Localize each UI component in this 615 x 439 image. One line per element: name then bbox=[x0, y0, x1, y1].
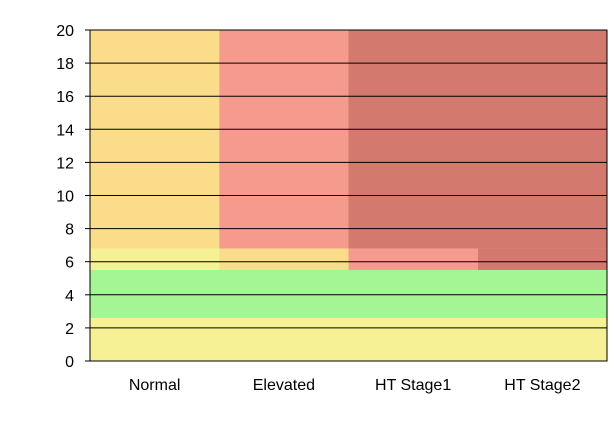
y-tick-label: 18 bbox=[56, 56, 74, 73]
x-tick-label: HT Stage2 bbox=[504, 377, 580, 394]
y-tick-label: 2 bbox=[65, 321, 74, 338]
y-axis-tick-labels: 0 2 4 6 8 10 12 14 16 18 20 bbox=[56, 23, 90, 371]
region-1 bbox=[90, 269, 607, 318]
x-axis-tick-labels: Normal Elevated HT Stage1 HT Stage2 bbox=[129, 377, 581, 394]
y-tick-label: 12 bbox=[56, 155, 74, 172]
x-tick-label: Normal bbox=[129, 377, 181, 394]
y-tick-label: 16 bbox=[56, 89, 74, 106]
region-3 bbox=[219, 248, 349, 270]
x-tick-label: HT Stage1 bbox=[375, 377, 451, 394]
region-7 bbox=[219, 30, 349, 249]
y-tick-label: 10 bbox=[56, 189, 74, 206]
y-tick-label: 4 bbox=[65, 288, 74, 305]
region-0 bbox=[90, 317, 607, 361]
region-4 bbox=[348, 248, 478, 270]
x-tick-label: Elevated bbox=[253, 377, 315, 394]
plot-frame bbox=[89, 29, 608, 362]
y-tick-label: 20 bbox=[56, 23, 74, 40]
y-tick-label: 6 bbox=[65, 255, 74, 272]
region-6 bbox=[90, 30, 220, 249]
chart-gridlines bbox=[90, 62, 607, 329]
chart-regions bbox=[90, 30, 607, 361]
y-tick-label: 0 bbox=[65, 354, 74, 371]
y-tick-label: 8 bbox=[65, 222, 74, 239]
region-8 bbox=[348, 30, 607, 249]
region-5 bbox=[477, 248, 607, 270]
y-tick-label: 14 bbox=[56, 122, 74, 139]
region-2 bbox=[90, 248, 220, 270]
